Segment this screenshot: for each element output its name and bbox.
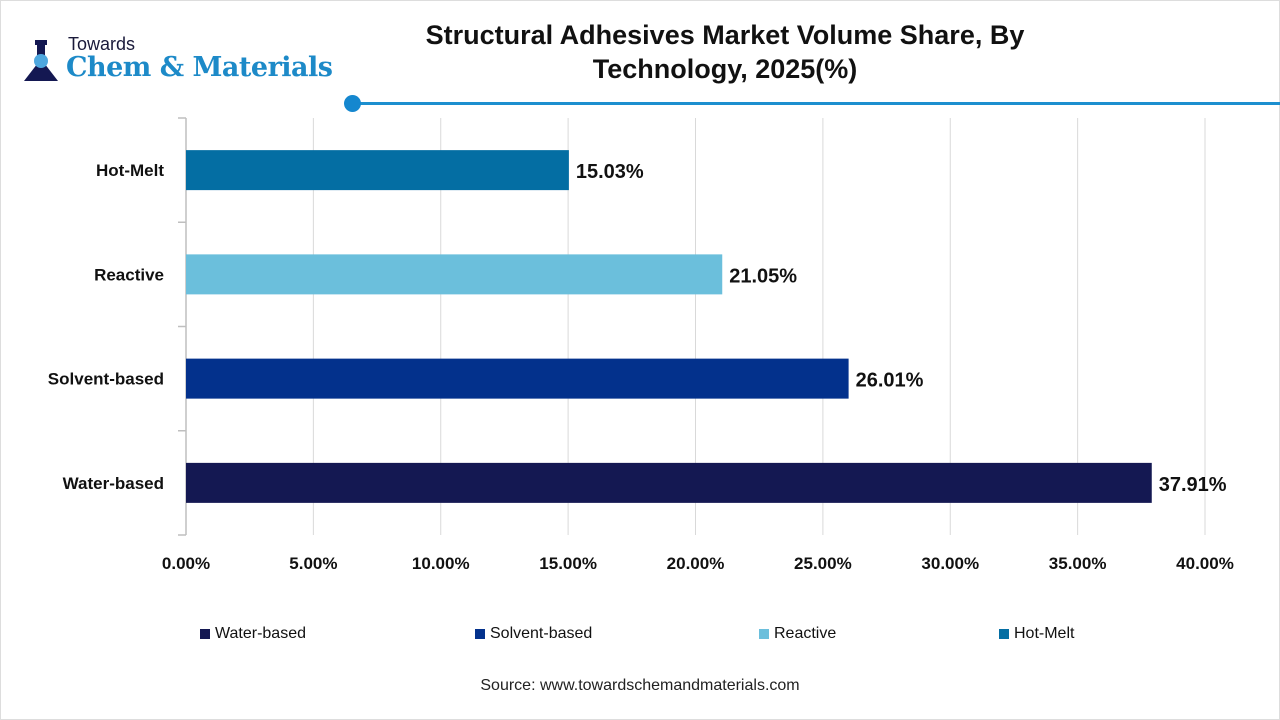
x-tick-label: 10.00% [412,554,470,573]
flask-icon [22,40,64,82]
legend-swatch [200,629,210,639]
legend-swatch [999,629,1009,639]
data-label: 21.05% [729,265,797,287]
title-underline [352,102,1280,105]
bar-water-based [186,462,1152,503]
legend-label: Hot-Melt [1014,625,1075,642]
chart-title: Structural Adhesives Market Volume Share… [425,20,1025,84]
legend-swatch [759,629,769,639]
x-tick-label: 5.00% [289,554,337,573]
logo-text-towards: Towards [68,34,136,54]
title-underline-dot [344,95,361,112]
legend-label: Reactive [774,625,837,642]
x-tick-label: 40.00% [1176,554,1234,573]
legend-label: Solvent-based [490,625,593,642]
bar-solvent-based [186,358,849,399]
legend-label: Water-based [215,625,306,642]
bar-hot-melt [186,150,569,191]
x-tick-label: 20.00% [667,554,725,573]
x-tick-label: 25.00% [794,554,852,573]
y-category-label: Hot-Melt [96,161,164,180]
y-category-label: Solvent-based [48,370,164,389]
legend-item: Water-based [200,625,306,643]
source-note: Source: www.towardschemandmaterials.com [480,677,800,694]
data-label: 15.03% [576,161,644,183]
legend-item: Reactive [759,625,836,643]
logo-text-brand: Chem & Materials [66,52,333,83]
y-category-label: Reactive [94,265,164,284]
data-label: 37.91% [1159,474,1227,496]
x-tick-label: 15.00% [539,554,597,573]
y-category-label: Water-based [63,474,164,493]
legend-item: Solvent-based [475,625,592,643]
x-tick-label: 35.00% [1049,554,1107,573]
bar-reactive [186,254,723,295]
x-tick-label: 0.00% [162,554,210,573]
data-label: 26.01% [856,370,924,392]
legend-item: Hot-Melt [999,625,1074,643]
legend-swatch [475,629,485,639]
x-tick-label: 30.00% [921,554,979,573]
